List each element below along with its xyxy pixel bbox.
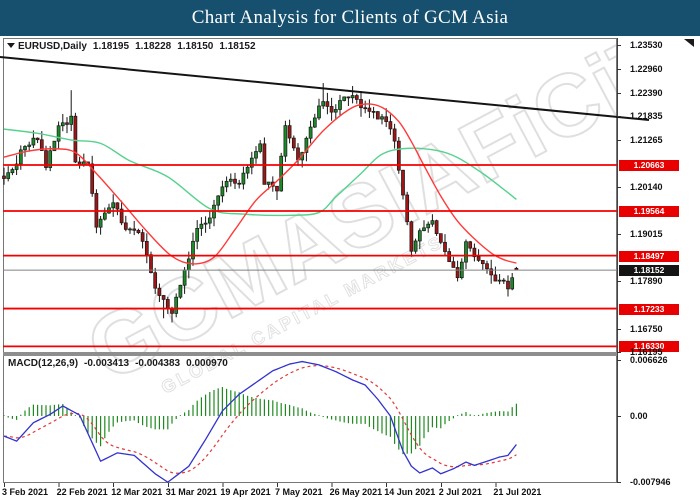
price-tag-line: 1.20663	[619, 159, 679, 171]
low-value: 1.18150	[177, 41, 214, 52]
price-axis-label: 1.16195	[630, 347, 663, 357]
time-axis-label: 12 Mar 2021	[111, 487, 163, 497]
price-axis-label: 1.23530	[630, 40, 663, 50]
price-axis-label: 1.21265	[630, 135, 663, 145]
time-axis-label: 3 Feb 2021	[2, 487, 49, 497]
price-tag-line: 1.17233	[619, 303, 679, 315]
macd-histogram-value: 0.000970	[186, 358, 228, 369]
time-axis-label: 21 Jul 2021	[493, 487, 542, 497]
close-value: 1.18152	[219, 41, 256, 52]
high-value: 1.18228	[135, 41, 172, 52]
macd-header: MACD(12,26,9) -0.003413 -0.004383 0.000970	[8, 358, 234, 369]
page-title: Chart Analysis for Clients of GCM Asia	[191, 7, 509, 28]
macd-axis-label: 0.00	[630, 411, 648, 421]
macd-signal-value: -0.004383	[135, 358, 181, 369]
title-banner: Chart Analysis for Clients of GCM Asia	[0, 0, 700, 36]
price-axis-label: 1.19015	[630, 229, 663, 239]
time-axis-label: 14 Jun 2021	[384, 487, 436, 497]
symbol-label: EURUSD,Daily	[18, 41, 87, 52]
open-value: 1.18195	[92, 41, 130, 52]
price-axis-label: 1.21835	[630, 111, 663, 121]
price-axis-label: 1.16750	[630, 324, 663, 334]
price-axis-label: 1.20140	[630, 182, 663, 192]
price-tag-line: 1.18497	[619, 250, 679, 262]
macd-axis-label: -0.007946	[630, 477, 671, 487]
watermark-container: GCMASIAFiCiTijll GLOBAL CAPITAL MARKETS	[3, 38, 617, 483]
price-tag-line: 1.19564	[619, 205, 679, 217]
time-axis-label: 31 Mar 2021	[165, 487, 217, 497]
time-axis-label: 26 May 2021	[329, 487, 383, 497]
ohlc-header: EURUSD,Daily 1.18195 1.18228 1.18150 1.18152	[18, 41, 262, 52]
time-axis-label: 19 Apr 2021	[220, 487, 271, 497]
macd-label: MACD(12,26,9)	[8, 358, 79, 369]
price-axis-label: 1.22390	[630, 88, 663, 98]
chart-end-marker-icon	[684, 39, 694, 47]
price-axis-label: 1.17890	[630, 276, 663, 286]
symbol-dropdown-icon[interactable]	[7, 43, 15, 48]
price-tag-line: 1.16330	[619, 340, 679, 352]
price-tag-current: 1.18152	[619, 264, 679, 276]
macd-axis-label: 0.006626	[630, 355, 668, 365]
time-axis-label: 2 Jul 2021	[438, 487, 482, 497]
time-axis-label: 7 May 2021	[275, 487, 323, 497]
macd-value: -0.003413	[84, 358, 130, 369]
time-axis-label: 22 Feb 2021	[56, 487, 108, 497]
price-axis-label: 1.22960	[630, 64, 663, 74]
